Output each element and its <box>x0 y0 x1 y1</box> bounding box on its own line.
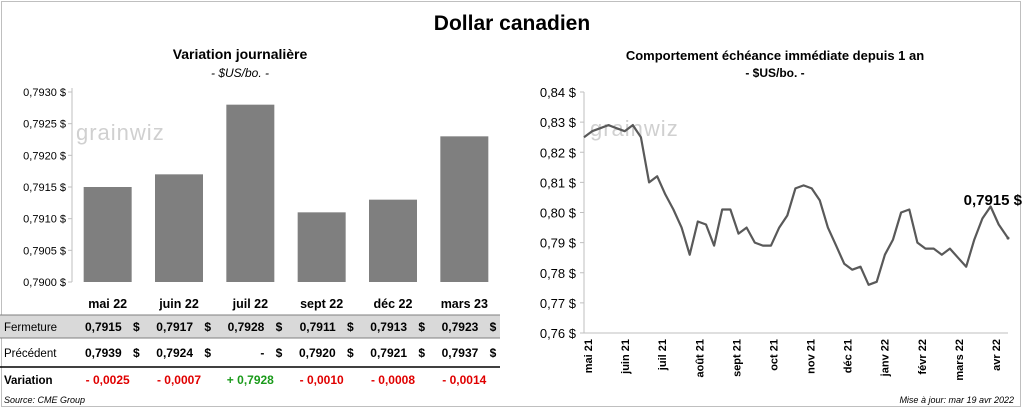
y-tick-label: 0,7900 $ <box>23 277 66 289</box>
bar <box>83 187 132 282</box>
x-tick-label: sept 21 <box>731 339 743 377</box>
table-cell: 0,7921 <box>370 346 407 360</box>
y-tick-label: 0,78 $ <box>540 266 577 281</box>
y-tick-label: 0,82 $ <box>540 145 577 160</box>
y-tick-label: 0,7905 $ <box>23 245 66 257</box>
y-tick-label: 0,7920 $ <box>23 150 66 162</box>
table-cell-variation: - 0,0025 <box>86 373 130 387</box>
line-chart-title: Comportement échéance immédiate depuis 1… <box>625 48 925 63</box>
table-cell: 0,7928 <box>228 320 265 334</box>
bar <box>155 174 203 282</box>
update-note: Mise à jour: mar 19 avr 2022 <box>899 395 1014 405</box>
x-tick-label: mai 21 <box>583 339 595 373</box>
table-cell: 0,7924 <box>156 346 193 360</box>
y-tick-label: 0,79 $ <box>540 236 577 251</box>
y-tick-label: 0,77 $ <box>540 296 577 311</box>
table-cell: 0,7920 <box>299 346 336 360</box>
table-cell: 0,7913 <box>370 320 407 334</box>
x-category-label: juil 22 <box>232 297 268 311</box>
y-tick-label: 0,80 $ <box>540 206 577 221</box>
last-point <box>1006 236 1010 240</box>
table-cell: 0,7911 <box>300 320 336 334</box>
x-tick-label: janv 22 <box>880 339 892 377</box>
x-tick-label: oct 21 <box>768 339 780 371</box>
x-category-label: mars 23 <box>441 297 488 311</box>
table-cell-unit: $ <box>490 320 497 334</box>
table-cell-unit: $ <box>276 346 283 360</box>
line-chart-unit: - $US/bo. - <box>745 66 805 80</box>
watermark-logo: grainwiz <box>76 120 165 145</box>
x-tick-label: mars 22 <box>954 339 966 381</box>
table-cell-unit: $ <box>490 346 497 360</box>
table-row-label: Fermeture <box>4 322 57 334</box>
x-tick-label: août 21 <box>694 339 706 378</box>
y-tick-label: 0,7910 $ <box>23 214 66 226</box>
bar-chart-title: Variation journalière <box>172 46 308 62</box>
y-tick-label: 0,7915 $ <box>23 182 66 194</box>
x-tick-label: juin 21 <box>620 339 632 375</box>
table-cell: 0,7917 <box>156 320 193 334</box>
y-tick-label: 0,84 $ <box>540 85 577 100</box>
y-tick-label: 0,7930 $ <box>23 87 66 99</box>
bar-chart: 0,7930 $0,7925 $0,7920 $0,7915 $0,7910 $… <box>0 87 500 387</box>
table-row-label: Précédent <box>4 348 57 360</box>
table-cell: 0,7923 <box>442 320 479 334</box>
table-cell-unit: $ <box>276 320 283 334</box>
bar <box>369 199 417 282</box>
x-category-label: sept 22 <box>300 297 343 311</box>
x-tick-label: déc 21 <box>843 339 855 373</box>
x-category-label: déc 22 <box>374 297 413 311</box>
price-line <box>583 124 1009 286</box>
x-tick-label: avr 22 <box>991 339 1003 371</box>
y-tick-label: 0,76 $ <box>540 326 577 341</box>
y-tick-label: 0,83 $ <box>540 115 577 130</box>
x-tick-label: nov 21 <box>806 339 818 374</box>
x-category-label: mai 22 <box>88 297 127 311</box>
table-cell-variation: + 0,7928 <box>227 373 274 387</box>
y-tick-label: 0,7925 $ <box>23 119 66 131</box>
bar <box>297 212 346 282</box>
x-tick-label: juil 21 <box>657 339 669 371</box>
bar <box>440 136 489 282</box>
y-tick-label: 0,81 $ <box>540 175 577 190</box>
table-cell: 0,7939 <box>85 346 122 360</box>
table-cell: - <box>260 346 264 360</box>
x-tick-label: févr 22 <box>917 339 929 374</box>
table-cell-unit: $ <box>133 346 140 360</box>
table-cell-variation: - 0,0010 <box>300 373 344 387</box>
table-cell-unit: $ <box>204 346 211 360</box>
table-cell-unit: $ <box>418 346 425 360</box>
bar <box>226 104 275 283</box>
table-cell-variation: - 0,0007 <box>157 373 201 387</box>
table-cell-unit: $ <box>418 320 425 334</box>
x-category-label: juin 22 <box>158 297 199 311</box>
table-row-label: Variation <box>4 375 53 387</box>
table-cell: 0,7937 <box>442 346 479 360</box>
bar-chart-unit: - $US/bo. - <box>210 66 270 80</box>
table-cell-variation: - 0,0008 <box>371 373 415 387</box>
table-cell-unit: $ <box>347 346 354 360</box>
table-cell-variation: - 0,0014 <box>442 373 486 387</box>
line-chart: 0,84 $ 0,83 $ 0,82 $ 0,81 $ 0,80 $ 0,79 $ 0,78… <box>540 85 1022 381</box>
table-cell-unit: $ <box>133 320 140 334</box>
source-note: Source: CME Group <box>4 395 86 405</box>
page-title: Dollar canadien <box>433 12 591 35</box>
last-value-label: 0,7915 $ <box>964 192 1022 209</box>
table-cell: 0,7915 <box>85 320 122 334</box>
table-cell-unit: $ <box>204 320 211 334</box>
table-cell-unit: $ <box>347 320 354 334</box>
table-row-shade <box>0 315 500 338</box>
